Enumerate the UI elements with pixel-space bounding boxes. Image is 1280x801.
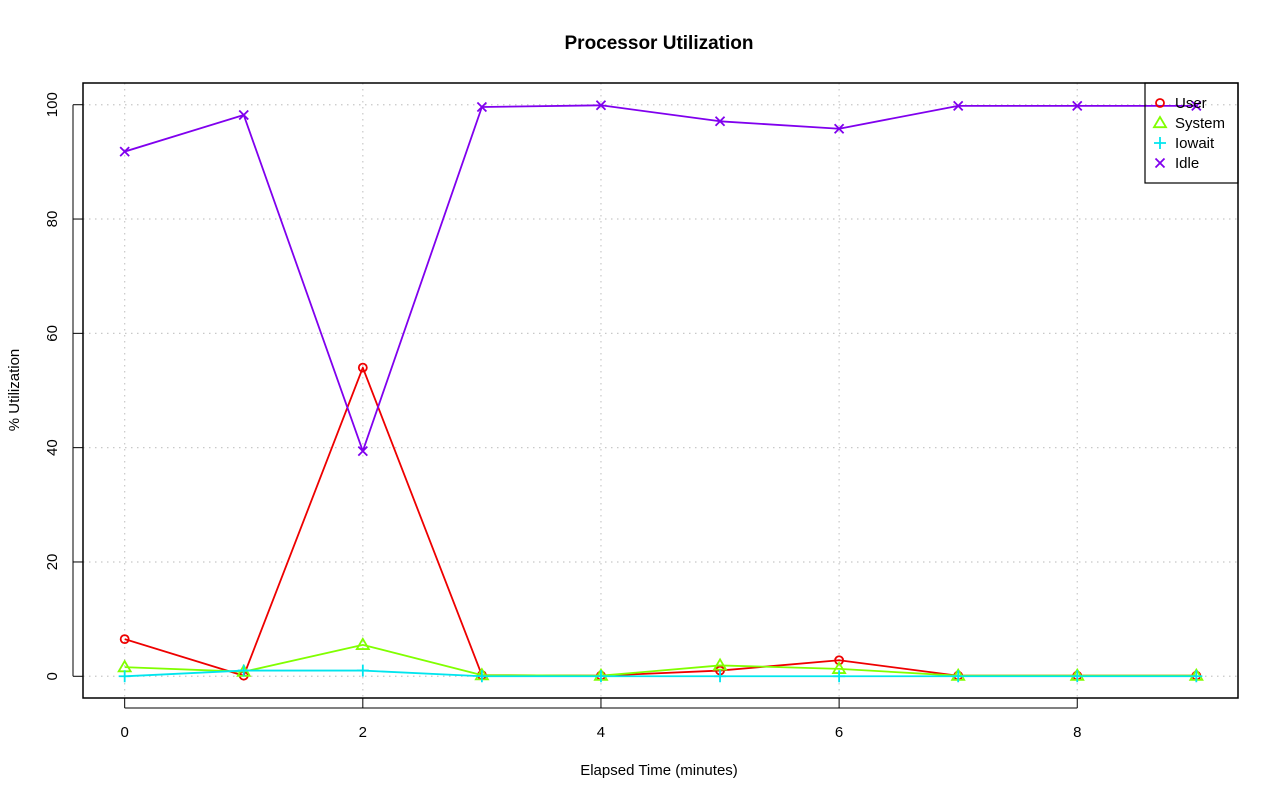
y-tick-label: 60: [44, 325, 61, 342]
series-point-plus: [118, 670, 131, 683]
series-point-triangle: [712, 657, 728, 671]
y-axis-label: % Utilization: [6, 349, 23, 432]
series-idle: [119, 100, 1202, 457]
x-tick-label: 2: [359, 724, 367, 741]
chart-title: Processor Utilization: [565, 33, 754, 54]
series-point-plus: [714, 670, 727, 683]
legend-box: [1144, 82, 1239, 184]
legend-item: Iowait: [1154, 135, 1215, 152]
x-tick-label: 0: [121, 724, 129, 741]
y-tick-label: 0: [44, 672, 61, 680]
legend: User System Iowait Idle: [1144, 82, 1239, 184]
series-point-cross: [953, 100, 964, 111]
y-tick-label: 20: [44, 554, 61, 571]
series-user: [119, 362, 1202, 681]
series-point-cross: [1191, 100, 1202, 111]
series-point-plus: [1190, 670, 1203, 683]
legend-item: Idle: [1154, 155, 1199, 172]
series-point-cross: [714, 116, 726, 127]
x-tick-label: 6: [835, 724, 843, 741]
y-tick-label: 80: [44, 211, 61, 228]
series-iowait: [118, 664, 1203, 683]
legend-label: Iowait: [1175, 135, 1215, 152]
series-point-circle: [119, 634, 130, 645]
series-point-plus: [594, 670, 607, 683]
series-point-cross: [238, 109, 249, 121]
series-point-plus: [475, 670, 488, 683]
legend-label: System: [1175, 115, 1225, 132]
x-tick-label: 4: [597, 724, 605, 741]
plot-frame: [82, 82, 1239, 699]
series-point-circle: [357, 362, 368, 373]
series-point-cross: [833, 123, 845, 134]
series-point-cross: [476, 101, 488, 113]
series-point-triangle: [355, 637, 371, 650]
x-axis: 0 2 4 6 8: [121, 698, 1081, 741]
series-point-plus: [1154, 137, 1166, 149]
y-tick-label: 100: [44, 92, 61, 117]
series-point-plus: [356, 664, 369, 677]
series-point-plus: [1071, 670, 1084, 683]
series-line-idle: [124, 104, 1197, 452]
series-point-circle: [1155, 98, 1165, 108]
series-point-cross: [1154, 157, 1166, 169]
legend-item: User: [1155, 95, 1207, 112]
series-point-cross: [1072, 100, 1083, 111]
y-tick-label: 40: [44, 439, 61, 456]
legend-label: User: [1175, 95, 1207, 112]
legend-label: Idle: [1175, 155, 1199, 172]
legend-item: System: [1152, 115, 1225, 132]
x-tick-label: 8: [1073, 724, 1081, 741]
grid: [83, 83, 1238, 698]
series-line-user: [124, 366, 1197, 677]
x-axis-label: Elapsed Time (minutes): [580, 762, 738, 779]
series-point-plus: [952, 670, 965, 683]
series-point-cross: [357, 445, 368, 457]
series-line-iowait: [124, 669, 1197, 678]
series-point-triangle: [1152, 115, 1168, 129]
series-point-cross: [119, 146, 130, 157]
series-layer: [117, 100, 1204, 683]
series-point-cross: [595, 100, 607, 111]
series-point-plus: [833, 670, 846, 683]
y-axis: 0 20 40 60 80 100: [44, 92, 83, 680]
series-point-plus: [237, 664, 250, 677]
